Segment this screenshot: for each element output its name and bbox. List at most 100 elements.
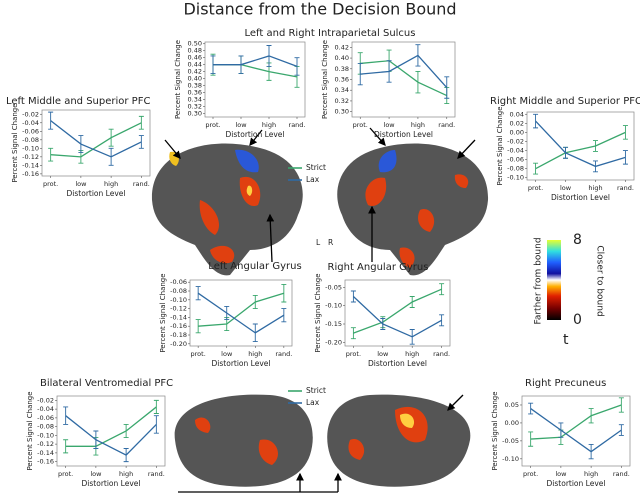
y-tick-label: -0.12 [37, 440, 54, 448]
y-tick-label: -0.04 [507, 147, 524, 155]
figure-title: Distance from the Decision Bound [183, 0, 456, 19]
y-axis-label: Percent Signal Change [174, 40, 182, 119]
x-tick-label: rand. [133, 180, 150, 188]
chart-title: Left Middle and Superior PFC [6, 96, 150, 107]
x-tick-label: rand. [433, 350, 450, 358]
y-tick-label: 0.32 [188, 103, 202, 111]
x-tick-label: high [119, 470, 133, 478]
chart-title: Right Precuneus [525, 378, 606, 389]
y-tick-label: -0.08 [37, 423, 54, 431]
colorbar-tick-label: 8 [573, 232, 582, 248]
y-tick-label: -0.14 [22, 161, 39, 169]
y-axis-label: Percent Signal Change [11, 103, 19, 182]
y-tick-label: -0.14 [37, 449, 54, 457]
y-axis-label: Percent Signal Change [314, 273, 322, 352]
y-tick-label: 0.38 [188, 82, 202, 90]
chart: Left Angular Gyrus-0.20-0.18-0.16-0.14-0… [159, 261, 302, 368]
error-bar [48, 111, 54, 130]
legend-label: Strict [306, 163, 326, 172]
series-line [360, 54, 448, 88]
x-tick-label: prot. [205, 121, 220, 129]
legend-label: Lax [306, 398, 320, 407]
y-tick-label: 0.34 [188, 96, 202, 104]
chart-title: Right Middle and Superior PFC [490, 96, 640, 107]
x-tick-label: low [235, 121, 247, 129]
x-tick-label: high [104, 180, 118, 188]
y-tick-label: -0.02 [507, 137, 524, 145]
x-axis-label: Distortion Level [374, 130, 433, 139]
chart-title: Left and Right Intraparietal Sulcus [245, 28, 416, 39]
series-line [535, 131, 626, 170]
y-tick-label: -0.10 [170, 296, 187, 304]
error-bar [350, 327, 356, 340]
series-line [360, 60, 448, 97]
hemisphere-label: L [316, 238, 321, 247]
series-line [50, 122, 142, 158]
colorbar-high-label: Closer to bound [595, 245, 605, 316]
x-axis-label: Distortion Level [547, 479, 606, 488]
y-tick-label: -0.04 [37, 405, 54, 413]
y-tick-label: 0.40 [188, 75, 202, 83]
y-tick-label: -0.02 [22, 110, 39, 118]
series-line [197, 292, 285, 334]
y-tick-label: -0.06 [22, 127, 39, 135]
y-tick-label: -0.20 [325, 338, 342, 346]
series-line [535, 120, 626, 168]
y-tick-label: -0.18 [170, 331, 187, 339]
chart: Left and Right Intraparietal Sulcus0.300… [174, 28, 415, 139]
plot-frame [41, 109, 151, 177]
series-line [65, 415, 157, 456]
y-tick-label: -0.05 [325, 283, 342, 291]
y-tick-label: -0.10 [502, 455, 519, 463]
y-tick-label: -0.02 [37, 396, 54, 404]
x-tick-label: rand. [148, 470, 165, 478]
y-axis-label: Percent Signal Change [26, 391, 34, 470]
y-tick-label: 0.34 [335, 86, 349, 94]
chart: Left Middle and Superior PFC -0.16-0.14 -0… [6, 96, 150, 198]
y-tick-label: -0.14 [170, 313, 187, 321]
x-tick-label: rand. [289, 121, 306, 129]
series-line [213, 55, 298, 68]
y-tick-label: -0.15 [325, 320, 342, 328]
error-bar [439, 314, 445, 327]
plot-frame [526, 111, 635, 181]
error-bar [622, 150, 628, 165]
plot-frame [56, 395, 166, 467]
y-tick-label: -0.10 [37, 431, 54, 439]
y-tick-label: -0.08 [507, 165, 524, 173]
y-axis-label: Percent Signal Change [159, 273, 167, 352]
legend-label: Strict [306, 386, 326, 395]
brain-images [151, 143, 489, 487]
y-tick-label: 0.38 [335, 65, 349, 73]
y-tick-label: -0.16 [22, 170, 39, 178]
y-tick-label: -0.10 [22, 144, 39, 152]
series-line [50, 120, 142, 158]
x-tick-label: prot. [58, 470, 73, 478]
y-tick-label: 0.00 [510, 128, 524, 136]
colorbar-low-label: Farther from bound [534, 237, 544, 324]
y-tick-label: -0.08 [22, 136, 39, 144]
series-line [198, 292, 285, 327]
y-tick-label: -0.16 [170, 322, 187, 330]
x-tick-label: prot. [528, 184, 543, 192]
y-tick-label: 0.42 [188, 68, 202, 76]
y-tick-label: 0.36 [188, 89, 202, 97]
y-tick-label: 0.50 [188, 40, 202, 48]
chart: Right Middle and Superior PFC-0.10-0.08-… [490, 96, 640, 202]
error-bar [528, 402, 534, 415]
colorbar-symbol: t [563, 332, 569, 348]
error-bar [533, 162, 539, 175]
y-axis-label: Percent Signal Change [491, 391, 499, 470]
colorbar-tick-label: 0 [573, 312, 582, 328]
y-tick-label: 0.32 [335, 97, 349, 105]
x-axis-label: Distortion Level [368, 359, 427, 368]
y-tick-label: -0.06 [37, 414, 54, 422]
hemisphere-label: R [328, 238, 333, 247]
x-tick-label: prot. [43, 180, 58, 188]
x-tick-label: rand. [613, 470, 630, 478]
y-axis-label: Percent Signal Change [321, 40, 329, 119]
x-tick-label: low [560, 184, 572, 192]
plot-frame [351, 41, 456, 118]
y-axis-label: Percent Signal Change [496, 106, 504, 185]
y-tick-label: -0.05 [502, 437, 519, 445]
